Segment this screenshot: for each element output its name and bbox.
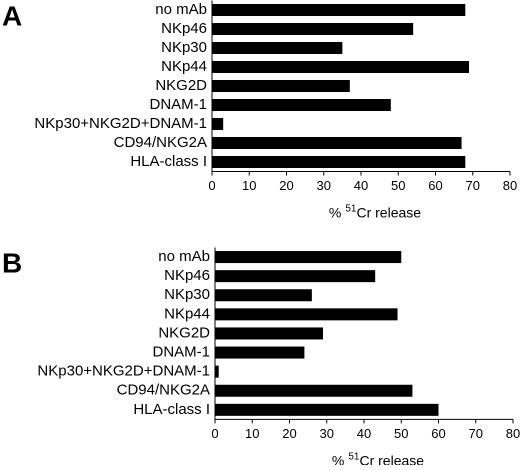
panel-label: B bbox=[2, 247, 22, 278]
x-tick-label: 70 bbox=[466, 178, 480, 193]
bar bbox=[215, 270, 376, 283]
y-tick-label: NKp30+NKG2D+DNAM-1 bbox=[37, 363, 210, 380]
bar bbox=[212, 4, 466, 16]
y-tick-label: NKp46 bbox=[161, 20, 207, 37]
y-tick-label: NKp44 bbox=[161, 58, 207, 75]
bar bbox=[212, 80, 350, 92]
x-axis-label: % 51Cr release bbox=[329, 203, 421, 220]
x-tick-label: 40 bbox=[354, 178, 368, 193]
bar bbox=[212, 156, 466, 168]
x-tick-label: 30 bbox=[317, 178, 331, 193]
y-tick-label: CD94/NKG2A bbox=[114, 134, 207, 151]
bar bbox=[215, 308, 398, 321]
y-tick-label: NKp44 bbox=[164, 305, 210, 322]
y-tick-label: NKp30 bbox=[161, 39, 207, 56]
y-tick-label: no mAb bbox=[155, 1, 207, 18]
x-label-part: Cr release bbox=[356, 204, 421, 220]
y-tick-label: NKp30 bbox=[164, 286, 210, 303]
x-label-sup: 51 bbox=[345, 203, 357, 214]
bar bbox=[215, 251, 402, 264]
y-tick-label: no mAb bbox=[158, 248, 210, 265]
x-tick-label: 50 bbox=[391, 178, 405, 193]
x-label-sup: 51 bbox=[348, 451, 360, 462]
y-tick-label: CD94/NKG2A bbox=[117, 382, 210, 399]
x-tick-label: 0 bbox=[211, 426, 218, 441]
bar bbox=[215, 289, 312, 302]
bar bbox=[215, 403, 439, 416]
x-tick-label: 80 bbox=[503, 178, 517, 193]
bar bbox=[212, 23, 414, 35]
x-tick-label: 20 bbox=[279, 178, 293, 193]
x-tick-label: 50 bbox=[394, 426, 408, 441]
bar bbox=[212, 118, 224, 130]
bar bbox=[212, 42, 343, 54]
x-tick-label: 0 bbox=[208, 178, 215, 193]
y-tick-label: NKp30+NKG2D+DNAM-1 bbox=[34, 115, 207, 132]
y-tick-label: DNAM-1 bbox=[152, 344, 210, 361]
x-tick-label: 30 bbox=[320, 426, 334, 441]
bar bbox=[215, 384, 413, 397]
y-tick-label: NKp46 bbox=[164, 267, 210, 284]
bar bbox=[212, 99, 391, 111]
y-tick-label: NKG2D bbox=[158, 324, 210, 341]
x-tick-label: 10 bbox=[245, 426, 259, 441]
bar bbox=[212, 137, 462, 149]
bar bbox=[212, 61, 470, 73]
x-tick-label: 20 bbox=[282, 426, 296, 441]
x-label-part: % bbox=[329, 204, 341, 220]
y-tick-label: NKG2D bbox=[155, 77, 207, 94]
x-tick-label: 80 bbox=[506, 426, 520, 441]
y-tick-label: HLA-class I bbox=[130, 153, 207, 170]
x-label-part: % bbox=[332, 452, 344, 465]
x-tick-label: 60 bbox=[431, 426, 445, 441]
x-tick-label: 70 bbox=[469, 426, 483, 441]
y-tick-label: HLA-class I bbox=[133, 401, 210, 418]
x-axis-label: % 51Cr release bbox=[332, 451, 424, 465]
x-tick-label: 10 bbox=[242, 178, 256, 193]
x-label-part: Cr release bbox=[359, 452, 424, 465]
bar bbox=[215, 346, 305, 359]
bar bbox=[215, 327, 324, 340]
y-tick-label: DNAM-1 bbox=[149, 96, 207, 113]
panel-label: A bbox=[2, 0, 22, 31]
x-tick-label: 40 bbox=[357, 426, 371, 441]
bar bbox=[215, 365, 219, 378]
x-tick-label: 60 bbox=[428, 178, 442, 193]
